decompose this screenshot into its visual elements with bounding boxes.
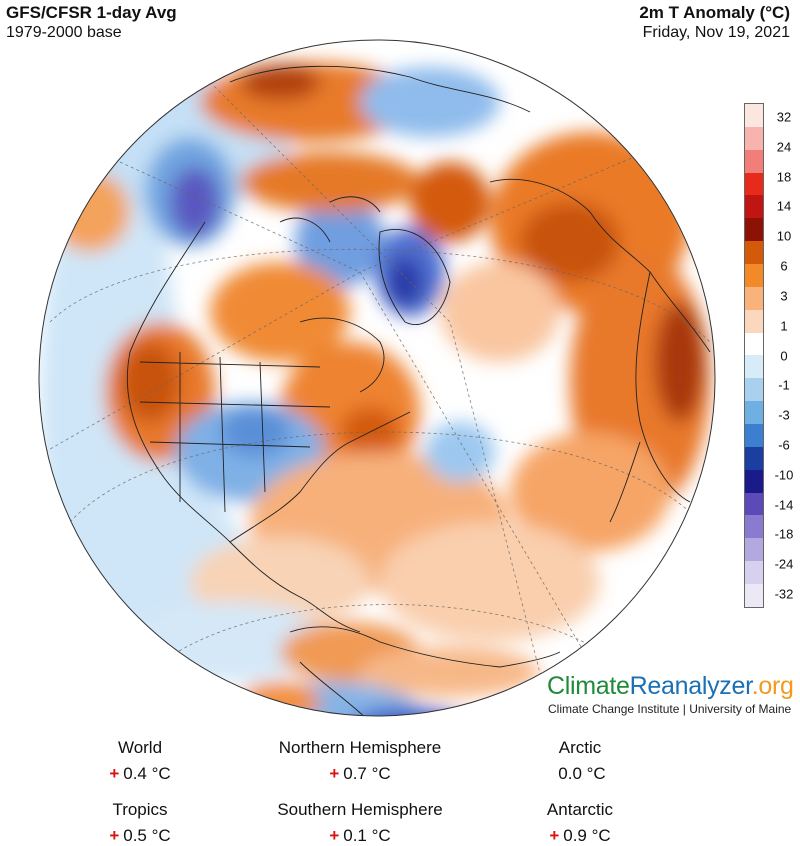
- stat-label: Southern Hemisphere: [277, 800, 443, 819]
- stat-arctic: Arctic 0.0 °C: [460, 738, 700, 784]
- scale-tick-label: -24: [774, 556, 794, 572]
- stat-label: Antarctic: [546, 800, 614, 819]
- color-scale-bar: [744, 103, 764, 608]
- scale-tick-label: 18: [776, 169, 792, 185]
- scale-swatch: [745, 172, 763, 196]
- stat-sign: +: [109, 826, 120, 845]
- map-title: GFS/CFSR 1-day Avg: [6, 3, 177, 22]
- scale-swatch: [745, 309, 763, 333]
- scale-swatch: [745, 286, 763, 310]
- stat-label: Northern Hemisphere: [278, 738, 442, 757]
- scale-swatch: [745, 126, 763, 150]
- brand-part3: .org: [751, 672, 794, 700]
- scale-tick-label: 6: [780, 258, 788, 274]
- scale-swatch: [745, 378, 763, 402]
- anomaly-field: [40, 62, 711, 716]
- stat-value: 0.0 °C: [558, 764, 606, 783]
- stat-world: World +0.4 °C: [20, 738, 260, 784]
- scale-swatch: [745, 218, 763, 242]
- scale-tick-label: -10: [774, 467, 794, 483]
- graticule: [44, 81, 711, 713]
- scale-swatch: [745, 584, 763, 607]
- date-label: Friday, Nov 19, 2021: [642, 24, 790, 41]
- scale-swatch: [745, 401, 763, 425]
- scale-swatch: [745, 515, 763, 539]
- brand-part1: Climate: [547, 672, 630, 700]
- stat-value: 0.1 °C: [343, 826, 391, 845]
- scale-tick-label: -1: [778, 377, 790, 393]
- stat-value: 0.5 °C: [123, 826, 171, 845]
- brand-logo[interactable]: ClimateReanalyzer.org: [547, 672, 794, 701]
- scale-tick-label: 32: [776, 109, 792, 125]
- scale-tick-label: -18: [774, 526, 794, 542]
- brand-part2: Reanalyzer: [629, 672, 752, 700]
- scale-tick-label: 24: [776, 139, 792, 155]
- stat-label: Tropics: [112, 800, 168, 819]
- stat-label: World: [117, 738, 163, 757]
- stat-value: 0.9 °C: [563, 826, 611, 845]
- scale-swatch: [745, 104, 763, 127]
- scale-swatch: [745, 561, 763, 585]
- coastlines: [126, 65, 711, 716]
- stat-sign: +: [329, 826, 340, 845]
- baseline-period: 1979-2000 base: [6, 24, 122, 41]
- scale-swatch: [745, 332, 763, 356]
- scale-tick-label: -32: [774, 586, 794, 602]
- scale-swatch: [745, 264, 763, 287]
- scale-tick-label: 3: [780, 288, 788, 304]
- brand-subtitle: Climate Change Institute | University of…: [548, 702, 792, 716]
- scale-swatch: [745, 538, 763, 562]
- scale-tick-label: -14: [774, 497, 794, 513]
- scale-swatch: [745, 424, 763, 447]
- scale-swatch: [745, 492, 763, 516]
- stat-sign: +: [549, 826, 560, 845]
- scale-swatch: [745, 149, 763, 173]
- scale-swatch: [745, 195, 763, 219]
- color-scale-labels: 32 24 18 14 10 6 3 1 0 -1 -3 -6 -10 -14 -18 -24 -32: [770, 103, 800, 608]
- globe-map[interactable]: [30, 22, 730, 734]
- stat-label: Arctic: [558, 738, 602, 757]
- scale-tick-label: 14: [776, 198, 792, 214]
- scale-tick-label: -3: [778, 407, 790, 423]
- stat-antarctic: Antarctic +0.9 °C: [460, 800, 700, 846]
- stat-sign: +: [109, 764, 120, 783]
- scale-swatch: [745, 469, 763, 493]
- scale-swatch: [745, 355, 763, 379]
- scale-swatch: [745, 241, 763, 265]
- stat-southern-hemisphere: Southern Hemisphere +0.1 °C: [240, 800, 480, 846]
- stat-northern-hemisphere: Northern Hemisphere +0.7 °C: [240, 738, 480, 784]
- scale-swatch: [745, 446, 763, 470]
- stat-sign: +: [329, 764, 340, 783]
- globe-outline: [38, 39, 716, 717]
- scale-tick-label: -6: [778, 437, 790, 453]
- variable-title: 2m T Anomaly (°C): [639, 3, 790, 22]
- stat-value: 0.4 °C: [123, 764, 171, 783]
- stat-tropics: Tropics +0.5 °C: [20, 800, 260, 846]
- scale-tick-label: 1: [780, 318, 788, 334]
- scale-tick-label: 0: [780, 348, 788, 363]
- stat-value: 0.7 °C: [343, 764, 391, 783]
- scale-tick-label: 10: [776, 228, 792, 244]
